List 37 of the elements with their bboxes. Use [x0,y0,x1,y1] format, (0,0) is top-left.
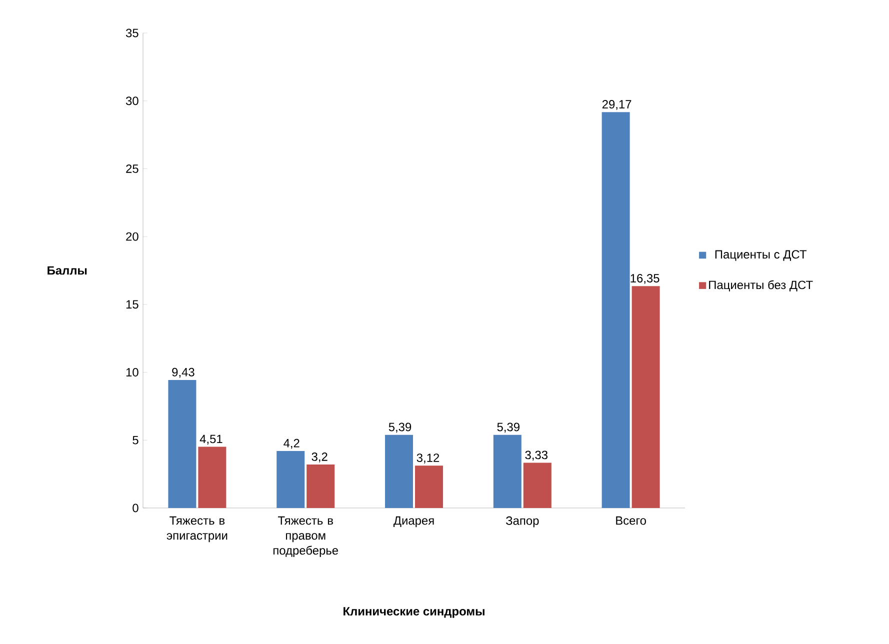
data-label: 29,17 [602,100,632,110]
y-tick-label: 35 [126,28,138,38]
y-tick-label: 5 [132,436,138,444]
x-tick-label: Запор [506,516,539,528]
bar [276,450,305,508]
bar [493,434,522,508]
bar [306,464,335,508]
x-tick-label: Тяжесть в эпигастрии [166,516,228,542]
data-label: 4,2 [284,438,300,449]
bar [198,446,226,508]
bar [415,466,444,508]
bar [602,112,630,508]
y-tick-label: 15 [126,300,138,309]
data-label: 3,33 [525,450,548,461]
legend-label: Пациенты с ДСТ [715,250,806,261]
bar [523,462,552,508]
x-tick-label: Всего [616,516,646,525]
bar [168,380,196,508]
bar [385,434,414,508]
y-tick-label: 30 [126,96,138,106]
x-tick-label: Тяжесть в правом подреберье [273,516,338,558]
y-axis-title: Баллы [48,266,87,275]
data-label: 5,39 [388,422,412,433]
data-label: 9,43 [172,368,194,378]
y-tick-label: 25 [126,164,138,173]
data-label: 5,39 [497,422,520,433]
y-tick-label: 10 [126,368,138,376]
x-tick-label: Диарея [394,516,434,528]
y-tick-label: 20 [126,232,138,241]
y-tick-label: 0 [132,504,138,512]
data-label: 3,12 [416,454,440,464]
data-label: 3,2 [312,452,328,462]
data-label: 16,35 [630,274,660,284]
x-axis-title: Клинические синдромы [344,607,484,618]
data-label: 4,51 [200,434,222,445]
bar [632,286,660,508]
legend-label: Пациенты без ДСТ [709,280,813,292]
